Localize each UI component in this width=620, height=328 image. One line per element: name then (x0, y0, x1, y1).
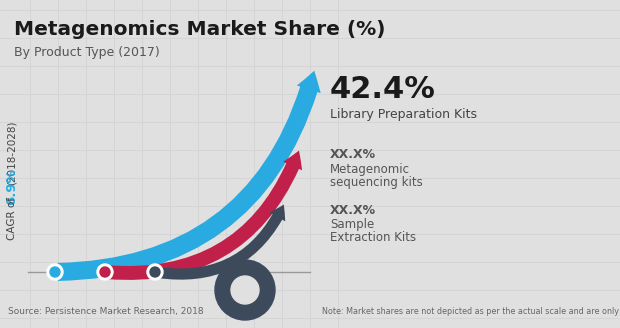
Text: Source: Persistence Market Research, 2018: Source: Persistence Market Research, 201… (8, 307, 203, 316)
FancyArrowPatch shape (157, 205, 285, 280)
Text: sequencing kits: sequencing kits (330, 176, 423, 189)
Text: Extraction Kits: Extraction Kits (330, 231, 416, 244)
Circle shape (50, 267, 60, 277)
Text: XX.X%: XX.X% (330, 204, 376, 217)
Circle shape (150, 267, 160, 277)
Text: CAGR of: CAGR of (7, 197, 17, 240)
Circle shape (100, 267, 110, 277)
Text: Library Preparation Kits: Library Preparation Kits (330, 108, 477, 121)
Text: Metagenomics Market Share (%): Metagenomics Market Share (%) (14, 20, 386, 39)
FancyArrowPatch shape (107, 151, 302, 280)
Text: (2018-2028): (2018-2028) (7, 121, 17, 185)
FancyArrowPatch shape (58, 71, 321, 281)
Circle shape (97, 264, 113, 280)
Text: Metagenomic: Metagenomic (330, 163, 410, 176)
Circle shape (215, 260, 275, 320)
Text: XX.X%: XX.X% (330, 148, 376, 161)
Text: Sample: Sample (330, 218, 374, 231)
Circle shape (147, 264, 163, 280)
Text: 42.4%: 42.4% (330, 75, 436, 104)
Text: Note: Market shares are not depicted as per the actual scale and are only for il: Note: Market shares are not depicted as … (322, 307, 620, 316)
Circle shape (47, 264, 63, 280)
Circle shape (231, 276, 259, 304)
Text: 6.9%: 6.9% (6, 169, 19, 205)
Text: By Product Type (2017): By Product Type (2017) (14, 46, 160, 59)
